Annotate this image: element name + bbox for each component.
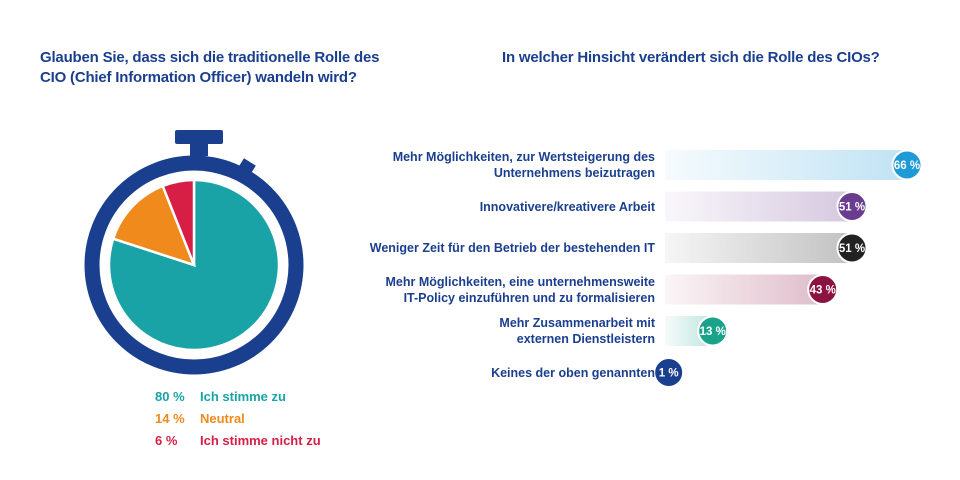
bar-category-label-line: Unternehmens beizutragen: [493, 166, 655, 180]
legend-value: 80 %: [155, 389, 185, 404]
pie-chart-title: Glauben Sie, dass sich die traditionelle…: [40, 49, 380, 86]
bar-end-marker-2: [836, 191, 868, 222]
bar-category-label-line: Weniger Zeit für den Betrieb der bestehe…: [369, 241, 655, 255]
bar-chart-title: In welcher Hinsicht verändert sich die R…: [502, 49, 880, 66]
legend-value: 6 %: [155, 433, 178, 448]
bar-category-label-line: IT-Policy einzuführen und zu formalisier…: [403, 290, 655, 305]
bar-end-marker-6: [653, 357, 685, 388]
bar-value-label-3: 51 %: [839, 243, 865, 255]
bar-end-marker-3: [836, 232, 868, 264]
bar-category-label-1: Mehr Möglichkeiten, zur Wertsteigerung d…: [355, 149, 655, 181]
bar-end-marker-1: [891, 149, 923, 181]
legend-label: Ich stimme nicht zu: [200, 433, 321, 448]
bar-category-label-4: Mehr Möglichkeiten, eine unternehmenswei…: [355, 274, 655, 306]
pie-slice-3: [161, 178, 196, 266]
bar-category-label-5: Mehr Zusammenarbeit mit externen Dienstle…: [355, 315, 655, 347]
bar-category-label-line: Mehr Zusammenarbeit mit: [499, 316, 655, 330]
bar-value-label-2: 51 %: [839, 202, 865, 214]
bar-category-label-line: externen Dienstleistern: [516, 332, 655, 346]
bar-3: [665, 233, 852, 263]
bar-value-label-6: 1 %: [659, 368, 679, 380]
bar-category-label-line: Mehr Möglichkeiten, eine unternehmenswei…: [385, 274, 655, 289]
bar-category-label-3: Weniger Zeit für den Betrieb der bestehe…: [355, 240, 655, 256]
bar-value-label-1: 66 %: [894, 160, 920, 172]
bar-category-label-6: Keines der oben genannten: [355, 365, 655, 381]
bar-2: [665, 191, 852, 222]
stopwatch-stem: [190, 142, 208, 156]
legend-label: Neutral: [200, 411, 245, 426]
bar-category-label-line: Mehr Möglichkeiten, zur Wertsteigerung d…: [392, 150, 655, 164]
bar-1: [665, 150, 907, 180]
bar-category-label-line: Keines der oben genannten: [491, 365, 655, 380]
pie-slice-2: [111, 184, 197, 268]
legend-label: Ich stimme zu: [200, 389, 286, 404]
bar-value-label-4: 43 %: [810, 285, 836, 297]
bar-category-label-2: Innovativere/kreativere Arbeit: [355, 199, 655, 215]
stopwatch-crown: [175, 130, 223, 144]
bar-end-marker-5: [697, 315, 729, 347]
bar-end-marker-4: [807, 274, 839, 305]
bar-category-label-line: Innovativere/kreativere Arbeit: [479, 199, 655, 214]
bar-value-label-5: 13 %: [700, 326, 726, 338]
bar-4: [665, 274, 823, 305]
legend-value: 14 %: [155, 411, 185, 426]
